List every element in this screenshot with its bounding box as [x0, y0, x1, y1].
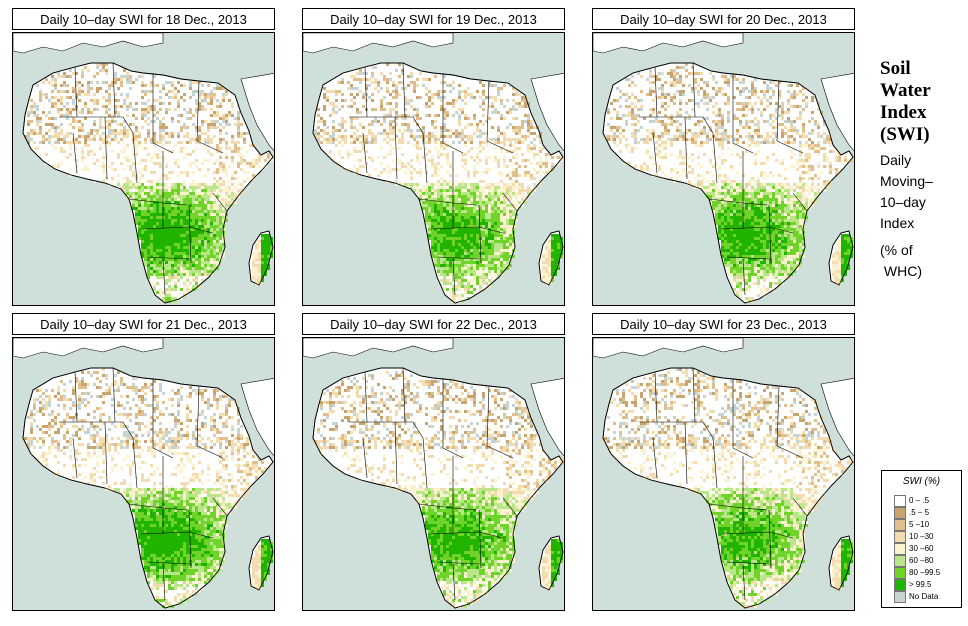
- map-panel-title: Daily 10–day SWI for 18 Dec., 2013: [12, 8, 275, 30]
- legend-swatch: [894, 591, 906, 603]
- map-panel: Daily 10–day SWI for 18 Dec., 2013: [12, 8, 275, 306]
- legend-swatch: [894, 507, 906, 519]
- africa-swi-map: [302, 337, 565, 611]
- map-canvas: [13, 33, 274, 304]
- legend-label: > 99.5: [909, 580, 932, 589]
- madagascar-coastline: [538, 535, 564, 591]
- europe-landmass: [13, 33, 164, 54]
- map-canvas: [13, 338, 274, 609]
- africa-coastline: [602, 62, 854, 304]
- africa-coastline: [22, 62, 274, 304]
- index-description-line: 10–day: [880, 194, 926, 210]
- legend-label: .5 – 5: [909, 508, 930, 517]
- africa-swi-map: [12, 337, 275, 611]
- legend-label: 0 – .5: [909, 496, 930, 505]
- map-panel: Daily 10–day SWI for 23 Dec., 2013: [592, 313, 855, 611]
- index-description: Daily Moving– 10–day Index: [880, 150, 966, 234]
- africa-coastline: [312, 367, 564, 609]
- legend-swatch: [894, 579, 906, 591]
- arabia-landmass: [530, 378, 564, 457]
- map-panel: Daily 10–day SWI for 20 Dec., 2013: [592, 8, 855, 306]
- map-canvas: [593, 33, 854, 304]
- index-title-line: (SWI): [880, 124, 930, 145]
- country-borders: [349, 367, 518, 601]
- legend-label: 80 –99.5: [909, 568, 941, 577]
- africa-coastline: [602, 367, 854, 609]
- country-borders: [59, 62, 228, 296]
- legend-swatch: [894, 543, 906, 555]
- map-panel-title: Daily 10–day SWI for 20 Dec., 2013: [592, 8, 855, 30]
- index-unit: (% of WHC): [880, 240, 966, 282]
- index-description-line: Daily: [880, 152, 912, 168]
- map-panel-title: Daily 10–day SWI for 23 Dec., 2013: [592, 313, 855, 335]
- map-canvas: [303, 33, 564, 304]
- map-canvas: [303, 338, 564, 609]
- swi-raster: [604, 368, 853, 608]
- europe-landmass: [303, 33, 454, 54]
- arabia-landmass: [820, 73, 854, 152]
- legend-label: 10 –30: [909, 532, 934, 541]
- country-borders: [349, 62, 518, 296]
- legend-swatch: [894, 531, 906, 543]
- map-canvas: [593, 338, 854, 609]
- map-panel-title: Daily 10–day SWI for 21 Dec., 2013: [12, 313, 275, 335]
- index-title-line: Index: [880, 102, 927, 123]
- index-unit-line: WHC): [880, 263, 922, 279]
- swi-raster: [314, 63, 563, 303]
- europe-landmass: [593, 338, 744, 359]
- madagascar-coastline: [828, 230, 854, 286]
- africa-swi-map: [592, 32, 855, 306]
- madagascar-coastline: [248, 230, 274, 286]
- africa-swi-map: [592, 337, 855, 611]
- index-description-line: Index: [880, 215, 915, 231]
- legend-swatch: [894, 495, 906, 507]
- country-borders: [639, 367, 808, 601]
- legend-swatch: [894, 567, 906, 579]
- map-panel: Daily 10–day SWI for 22 Dec., 2013: [302, 313, 565, 611]
- europe-landmass: [303, 338, 454, 359]
- madagascar-coastline: [248, 535, 274, 591]
- arabia-landmass: [820, 378, 854, 457]
- legend-title: SWI (%): [902, 476, 941, 487]
- map-panel: Daily 10–day SWI for 19 Dec., 2013: [302, 8, 565, 306]
- country-borders: [639, 62, 808, 296]
- africa-swi-map: [12, 32, 275, 306]
- index-unit-line: (% of: [880, 242, 913, 258]
- map-panel-title: Daily 10–day SWI for 22 Dec., 2013: [302, 313, 565, 335]
- europe-landmass: [13, 338, 164, 359]
- swi-raster: [314, 371, 563, 608]
- africa-coastline: [22, 367, 274, 609]
- map-panel: Daily 10–day SWI for 21 Dec., 2013: [12, 313, 275, 611]
- legend-swatch: [894, 555, 906, 567]
- legend-label: 5 –10: [909, 520, 930, 529]
- arabia-landmass: [240, 378, 274, 457]
- legend-label: 60 –80: [909, 556, 934, 565]
- legend-label: No Data: [909, 592, 939, 601]
- arabia-landmass: [530, 73, 564, 152]
- index-title-line: Water: [880, 80, 931, 101]
- africa-swi-map: [302, 32, 565, 306]
- index-title-line: Soil: [880, 58, 911, 79]
- arabia-landmass: [240, 73, 274, 152]
- country-borders: [59, 367, 228, 601]
- map-panel-title: Daily 10–day SWI for 19 Dec., 2013: [302, 8, 565, 30]
- legend: SWI (%) 0 – .5 .5 – 5 5 –10 10 –30 30 –60 60 …: [881, 470, 962, 608]
- swi-raster: [24, 63, 273, 303]
- legend-label: 30 –60: [909, 544, 934, 553]
- legend-swatch: [894, 519, 906, 531]
- index-title: Soil Water Index (SWI): [880, 58, 966, 146]
- index-description-line: Moving–: [880, 173, 933, 189]
- europe-landmass: [593, 33, 744, 54]
- madagascar-coastline: [538, 230, 564, 286]
- africa-coastline: [312, 62, 564, 304]
- madagascar-coastline: [828, 535, 854, 591]
